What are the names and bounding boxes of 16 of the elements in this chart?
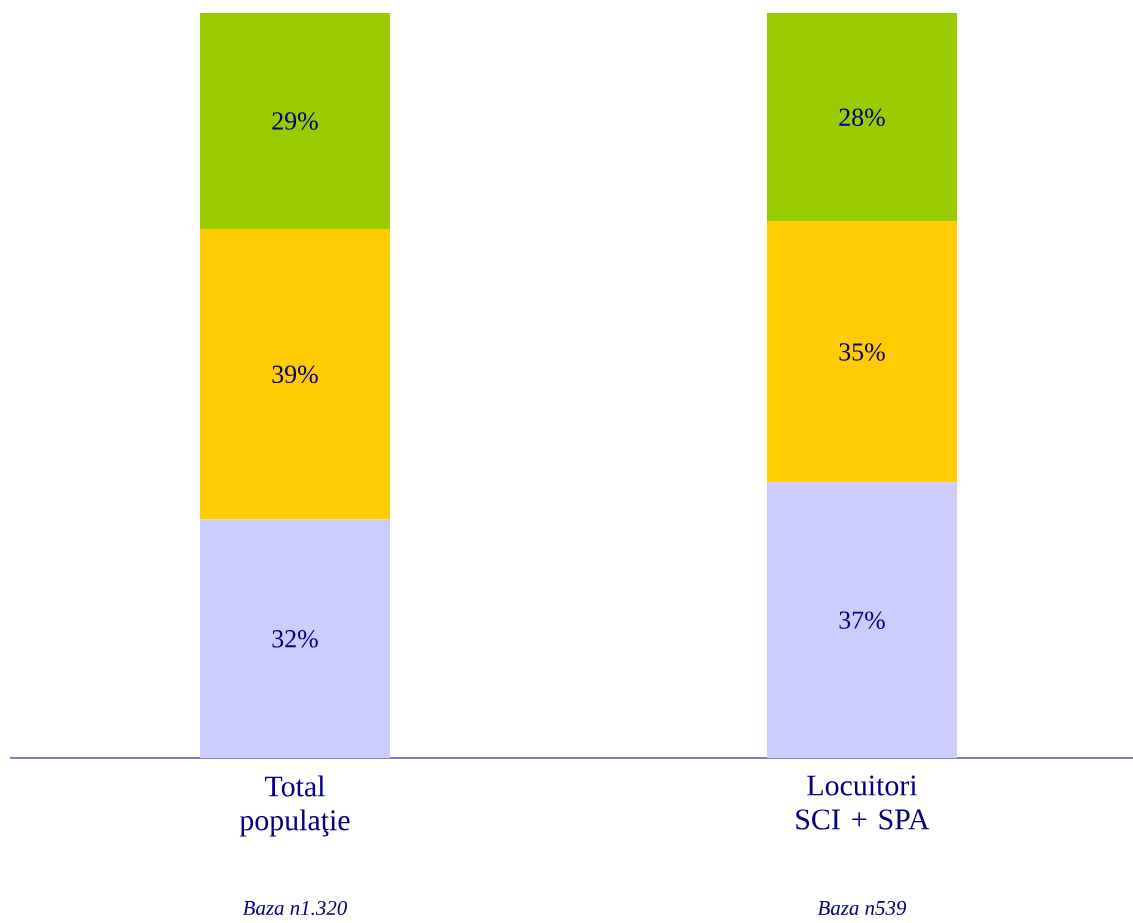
x-tick-label: Total populaţie	[239, 775, 350, 837]
data-label: 32%	[272, 630, 318, 648]
bar	[766, 12, 957, 222]
bar	[766, 482, 957, 758]
bar	[766, 221, 957, 483]
data-label: 37%	[839, 611, 885, 629]
x-tick-label: Locuitori SCI + SPA	[796, 775, 930, 830]
bar	[199, 519, 390, 758]
bar	[199, 12, 390, 230]
data-label: 28%	[839, 108, 885, 127]
data-label: 39%	[272, 365, 318, 384]
bar	[199, 229, 390, 520]
data-label: 35%	[839, 343, 885, 361]
data-label: 29%	[272, 112, 318, 130]
text: Baza n1.320	[242, 900, 347, 916]
text: Baza n539	[817, 900, 907, 916]
